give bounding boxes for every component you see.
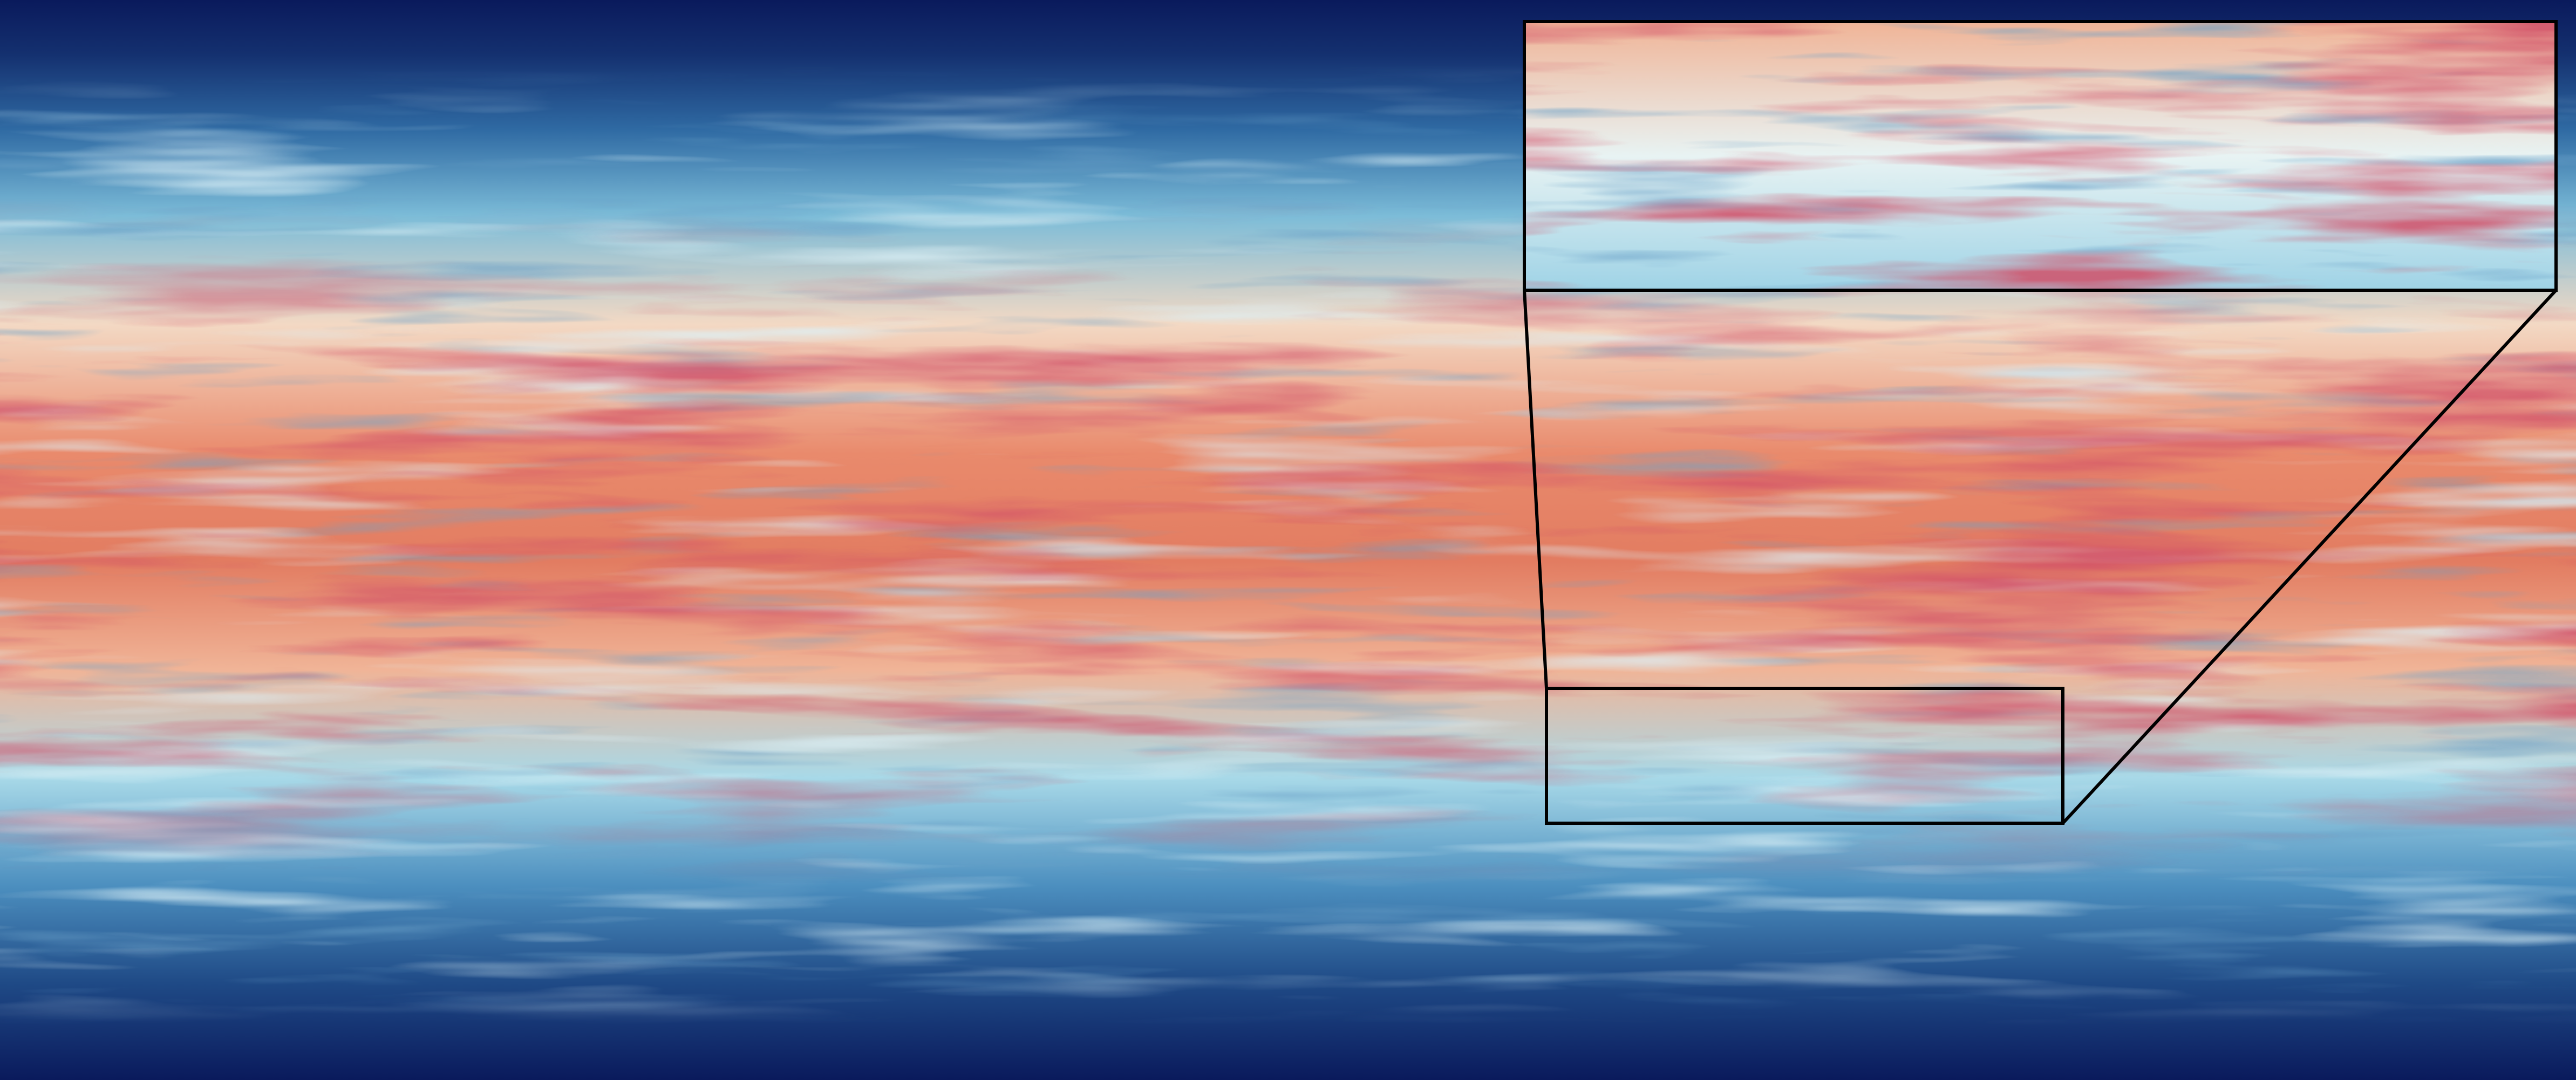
connector-line-right [2061,289,2558,825]
connector-line-left [1523,290,1548,689]
zoom-inset [1524,22,2556,290]
inset-frame [1523,20,2558,292]
zoom-annotation [1523,20,2558,825]
source-region-box [1545,687,2064,825]
